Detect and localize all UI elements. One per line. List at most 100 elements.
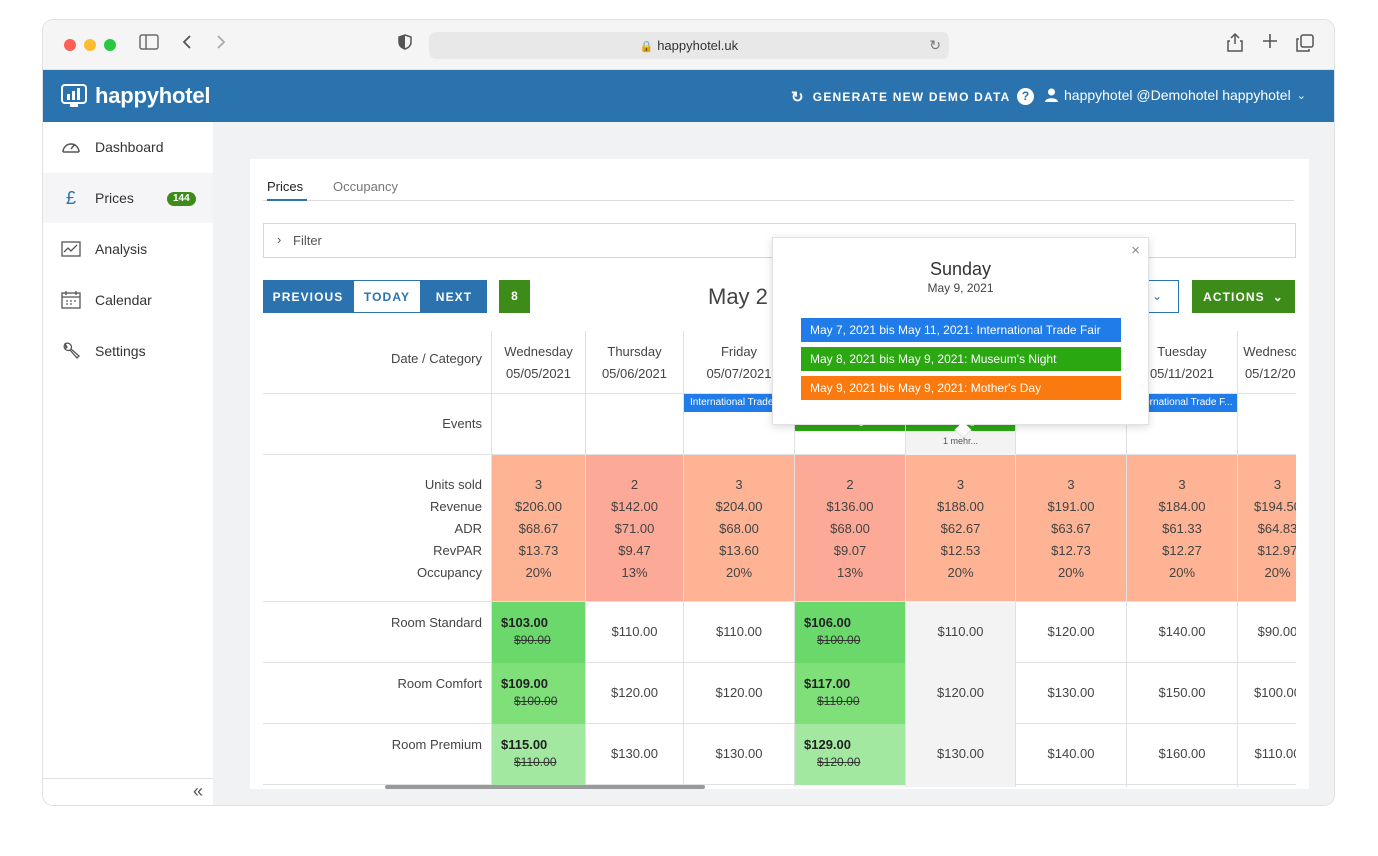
price-cell-comfort[interactable]: $120.00 bbox=[906, 663, 1015, 724]
price-cell-premium[interactable]: $110.00 bbox=[1238, 724, 1296, 785]
address-bar[interactable]: 🔒 happyhotel.uk ↻ bbox=[429, 32, 949, 59]
price-cell-comfort[interactable]: $117.00 $110.00 bbox=[795, 663, 905, 724]
price-cell-comfort[interactable]: $100.00 bbox=[1238, 663, 1296, 724]
tab-prices[interactable]: Prices bbox=[267, 179, 307, 201]
popover-event-trade-fair[interactable]: May 7, 2021 bis May 11, 2021: Internatio… bbox=[801, 318, 1121, 342]
price-cell-standard[interactable]: $120.00 bbox=[1016, 602, 1126, 663]
day-weekday[interactable]: Tuesday bbox=[1157, 344, 1207, 359]
stat-units: 3 bbox=[735, 477, 743, 492]
actions-button[interactable]: ACTIONS ⌄ bbox=[1192, 280, 1295, 313]
day-weekday[interactable]: Thursday bbox=[607, 344, 662, 359]
stat-adr: $68.67 bbox=[518, 521, 559, 536]
help-icon[interactable]: ? bbox=[1017, 88, 1034, 105]
day-date[interactable]: 05/12/2021 bbox=[1244, 366, 1296, 381]
price-cell-comfort[interactable]: $109.00 $100.00 bbox=[492, 663, 585, 724]
stat-revenue: $194.50 bbox=[1254, 499, 1296, 514]
price-cell-standard[interactable]: $103.00 $90.00 bbox=[492, 602, 585, 663]
price-value: $110.00 bbox=[1254, 746, 1296, 761]
price-cell-premium[interactable]: $129.00 $120.00 bbox=[795, 724, 905, 785]
today-button[interactable]: TODAY bbox=[353, 280, 421, 313]
day-date[interactable]: 05/06/2021 bbox=[601, 366, 668, 381]
price-cell-standard[interactable]: $106.00 $100.00 bbox=[795, 602, 905, 663]
day-date[interactable]: 05/11/2021 bbox=[1149, 366, 1215, 381]
url-text: happyhotel.uk bbox=[657, 38, 739, 53]
sidebar-toggle-icon[interactable] bbox=[139, 34, 159, 54]
stats-cell bbox=[1127, 455, 1237, 601]
tabs-overview-icon[interactable] bbox=[1296, 34, 1314, 56]
back-icon[interactable] bbox=[181, 34, 193, 54]
row-divider bbox=[263, 601, 1296, 602]
stats-cell bbox=[492, 455, 585, 601]
stat-revpar: $12.27 bbox=[1162, 543, 1202, 558]
count-button[interactable]: 8 bbox=[499, 280, 530, 313]
filter-label: Filter bbox=[293, 233, 322, 248]
price-cell-comfort[interactable]: $120.00 bbox=[586, 663, 683, 724]
event-bar[interactable]: International Trade Fair bbox=[684, 394, 794, 412]
sidebar-collapse-button[interactable]: « bbox=[43, 778, 213, 805]
happyhotel-logo[interactable]: happyhotel bbox=[61, 82, 211, 110]
price-cell-standard[interactable]: $110.00 bbox=[586, 602, 683, 663]
tab-occupancy[interactable]: Occupancy bbox=[333, 179, 399, 194]
price-cell-premium[interactable]: $130.00 bbox=[906, 724, 1015, 785]
price-cell-standard[interactable]: $140.00 bbox=[1127, 602, 1237, 663]
price-cell-premium[interactable]: $115.00 $110.00 bbox=[492, 724, 585, 785]
forward-icon[interactable] bbox=[215, 34, 227, 54]
shield-icon[interactable] bbox=[398, 34, 412, 54]
price-value: $110.00 bbox=[937, 624, 984, 639]
price-cell-standard[interactable]: $110.00 bbox=[906, 602, 1015, 663]
share-icon[interactable] bbox=[1227, 32, 1243, 56]
wrench-icon bbox=[61, 341, 81, 361]
stat-occ: 20% bbox=[947, 565, 974, 580]
horizontal-scrollbar[interactable] bbox=[385, 785, 705, 789]
new-tab-icon[interactable] bbox=[1262, 33, 1278, 53]
close-icon[interactable]: × bbox=[1131, 242, 1140, 259]
popover-event-mothers-day[interactable]: May 9, 2021 bis May 9, 2021: Mother's Da… bbox=[801, 376, 1121, 400]
dashboard-icon bbox=[61, 137, 81, 157]
price-cell-premium[interactable]: $130.00 bbox=[684, 724, 794, 785]
room-comfort-label: Room Comfort bbox=[397, 676, 482, 691]
stats-cell bbox=[1238, 455, 1296, 601]
event-bar[interactable]: International Trade F... bbox=[1127, 394, 1237, 412]
generate-label: GENERATE NEW DEMO DATA bbox=[812, 90, 1011, 104]
price-cell-comfort[interactable]: $130.00 bbox=[1016, 663, 1126, 724]
old-price: $110.00 bbox=[817, 694, 860, 708]
sidebar-item-dashboard[interactable]: Dashboard bbox=[43, 122, 213, 172]
sidebar-item-prices[interactable]: £ Prices 144 bbox=[43, 173, 213, 223]
chevron-down-icon: ⌄ bbox=[1272, 289, 1284, 304]
old-price: $100.00 bbox=[817, 633, 861, 647]
stat-units: 3 bbox=[956, 477, 965, 492]
price-cell-standard[interactable]: $90.00 bbox=[1238, 602, 1296, 663]
sidebar-item-analysis[interactable]: Analysis bbox=[43, 224, 213, 274]
day-weekday[interactable]: Friday bbox=[720, 344, 758, 359]
minimize-window-button[interactable] bbox=[84, 39, 96, 51]
new-price: $115.00 bbox=[501, 737, 548, 752]
price-cell-comfort[interactable]: $150.00 bbox=[1127, 663, 1237, 724]
day-weekday[interactable]: Wednesday bbox=[504, 344, 573, 359]
generate-demo-data-button[interactable]: ↻ GENERATE NEW DEMO DATA bbox=[791, 88, 1011, 106]
price-cell-premium[interactable]: $160.00 bbox=[1127, 724, 1237, 785]
day-date[interactable]: 05/05/2021 bbox=[505, 366, 572, 381]
sidebar-item-calendar[interactable]: Calendar bbox=[43, 275, 213, 325]
actions-label: ACTIONS bbox=[1203, 289, 1265, 304]
close-window-button[interactable] bbox=[64, 39, 76, 51]
price-value: $140.00 bbox=[1047, 746, 1095, 761]
events-label: Events bbox=[442, 416, 482, 431]
price-cell-premium[interactable]: $140.00 bbox=[1016, 724, 1126, 785]
user-menu[interactable]: happyhotel @Demohotel happyhotel ⌄ bbox=[1045, 87, 1306, 103]
price-cell-comfort[interactable]: $120.00 bbox=[684, 663, 794, 724]
month-title: May 2 bbox=[708, 284, 768, 309]
tab-bar: Prices Occupancy bbox=[263, 179, 1294, 201]
new-price: $109.00 bbox=[501, 676, 548, 691]
reload-icon[interactable]: ↻ bbox=[929, 37, 941, 53]
sidebar-item-settings[interactable]: Settings bbox=[43, 326, 213, 376]
maximize-window-button[interactable] bbox=[104, 39, 116, 51]
popover-event-museums-night[interactable]: May 8, 2021 bis May 9, 2021: Museum's Ni… bbox=[801, 347, 1121, 371]
next-button[interactable]: NEXT bbox=[421, 280, 487, 313]
previous-button[interactable]: PREVIOUS bbox=[263, 280, 353, 313]
day-date[interactable]: 05/07/2021 bbox=[706, 366, 772, 381]
stat-revenue: $206.00 bbox=[515, 499, 562, 514]
price-cell-standard[interactable]: $110.00 bbox=[684, 602, 794, 663]
more-events-link[interactable]: 1 mehr... bbox=[942, 436, 978, 446]
day-weekday[interactable]: Wednesday bbox=[1243, 344, 1296, 359]
price-cell-premium[interactable]: $130.00 bbox=[586, 724, 683, 785]
